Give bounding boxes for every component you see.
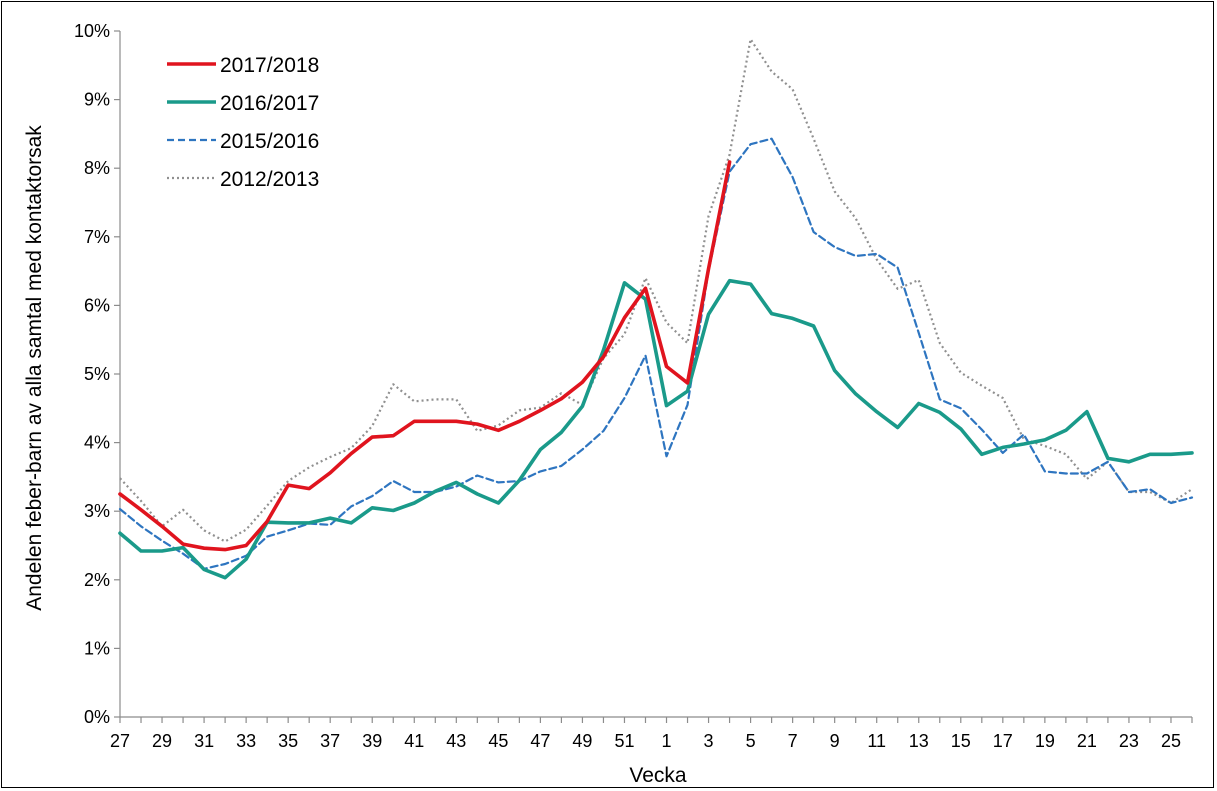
y-tick-label: 7%: [84, 227, 110, 247]
x-tick-label: 27: [110, 731, 130, 751]
x-tick-label: 49: [572, 731, 592, 751]
x-tick-label: 3: [704, 731, 714, 751]
legend-label: 2012/2013: [220, 168, 319, 191]
x-tick-label: 11: [867, 731, 886, 751]
x-tick-label: 37: [320, 731, 340, 751]
x-tick-label: 21: [1077, 731, 1097, 751]
x-tick-label: 51: [614, 731, 634, 751]
x-tick-label: 7: [788, 731, 798, 751]
y-tick-label: 8%: [84, 158, 110, 178]
x-tick-label: 47: [530, 731, 550, 751]
x-tick-label: 39: [362, 731, 382, 751]
x-tick-label: 5: [746, 731, 756, 751]
x-tick-label: 45: [488, 731, 508, 751]
series-line-2017-2018: [118, 160, 732, 552]
series-line-2015-2016: [118, 137, 1194, 570]
y-tick-label: 9%: [84, 90, 110, 110]
x-tick-label: 33: [236, 731, 256, 751]
series-layer: [118, 38, 1194, 580]
x-tick-label: 25: [1161, 731, 1181, 751]
x-tick-label: 9: [830, 731, 840, 751]
x-tick-label: 17: [993, 731, 1013, 751]
y-tick-label: 2%: [84, 570, 110, 590]
x-axis-title: Vecka: [629, 764, 687, 787]
x-tick-label: 43: [446, 731, 466, 751]
x-tick-label: 13: [909, 731, 929, 751]
legend-label: 2015/2016: [220, 130, 319, 153]
x-tick-label: 31: [194, 731, 214, 751]
x-tick-label: 41: [404, 731, 424, 751]
x-axis: 27 29 31 33 35 37 39 41 43 45 47 49 51 1 3 5 7 9 11 13 15 17 1…: [110, 716, 1193, 751]
y-tick-label: 3%: [84, 501, 110, 521]
y-tick-label: 0%: [84, 707, 110, 727]
y-axis: 0% 1% 2% 3% 4% 5% 6% 7% 8% 9% 10%: [74, 21, 121, 727]
y-axis-title: Andelen feber-barn av alla samtal med ko…: [23, 125, 46, 611]
y-tick-label: 5%: [84, 364, 110, 384]
series-line-2016-2017: [118, 278, 1194, 580]
x-tick-label: 35: [278, 731, 298, 751]
y-tick-label: 4%: [84, 433, 110, 453]
y-tick-label: 10%: [74, 21, 110, 41]
x-tick-label: 23: [1119, 731, 1139, 751]
x-tick-label: 1: [662, 731, 672, 751]
y-tick-label: 1%: [84, 638, 110, 658]
legend: 2017/2018 2016/2017 2015/2016 2012/2013: [167, 54, 319, 191]
x-tick-label: 29: [152, 731, 172, 751]
legend-label: 2017/2018: [220, 54, 319, 77]
x-tick-label: 15: [951, 731, 971, 751]
x-tick-label: 19: [1035, 731, 1055, 751]
legend-label: 2016/2017: [220, 92, 319, 115]
y-tick-label: 6%: [84, 295, 110, 315]
